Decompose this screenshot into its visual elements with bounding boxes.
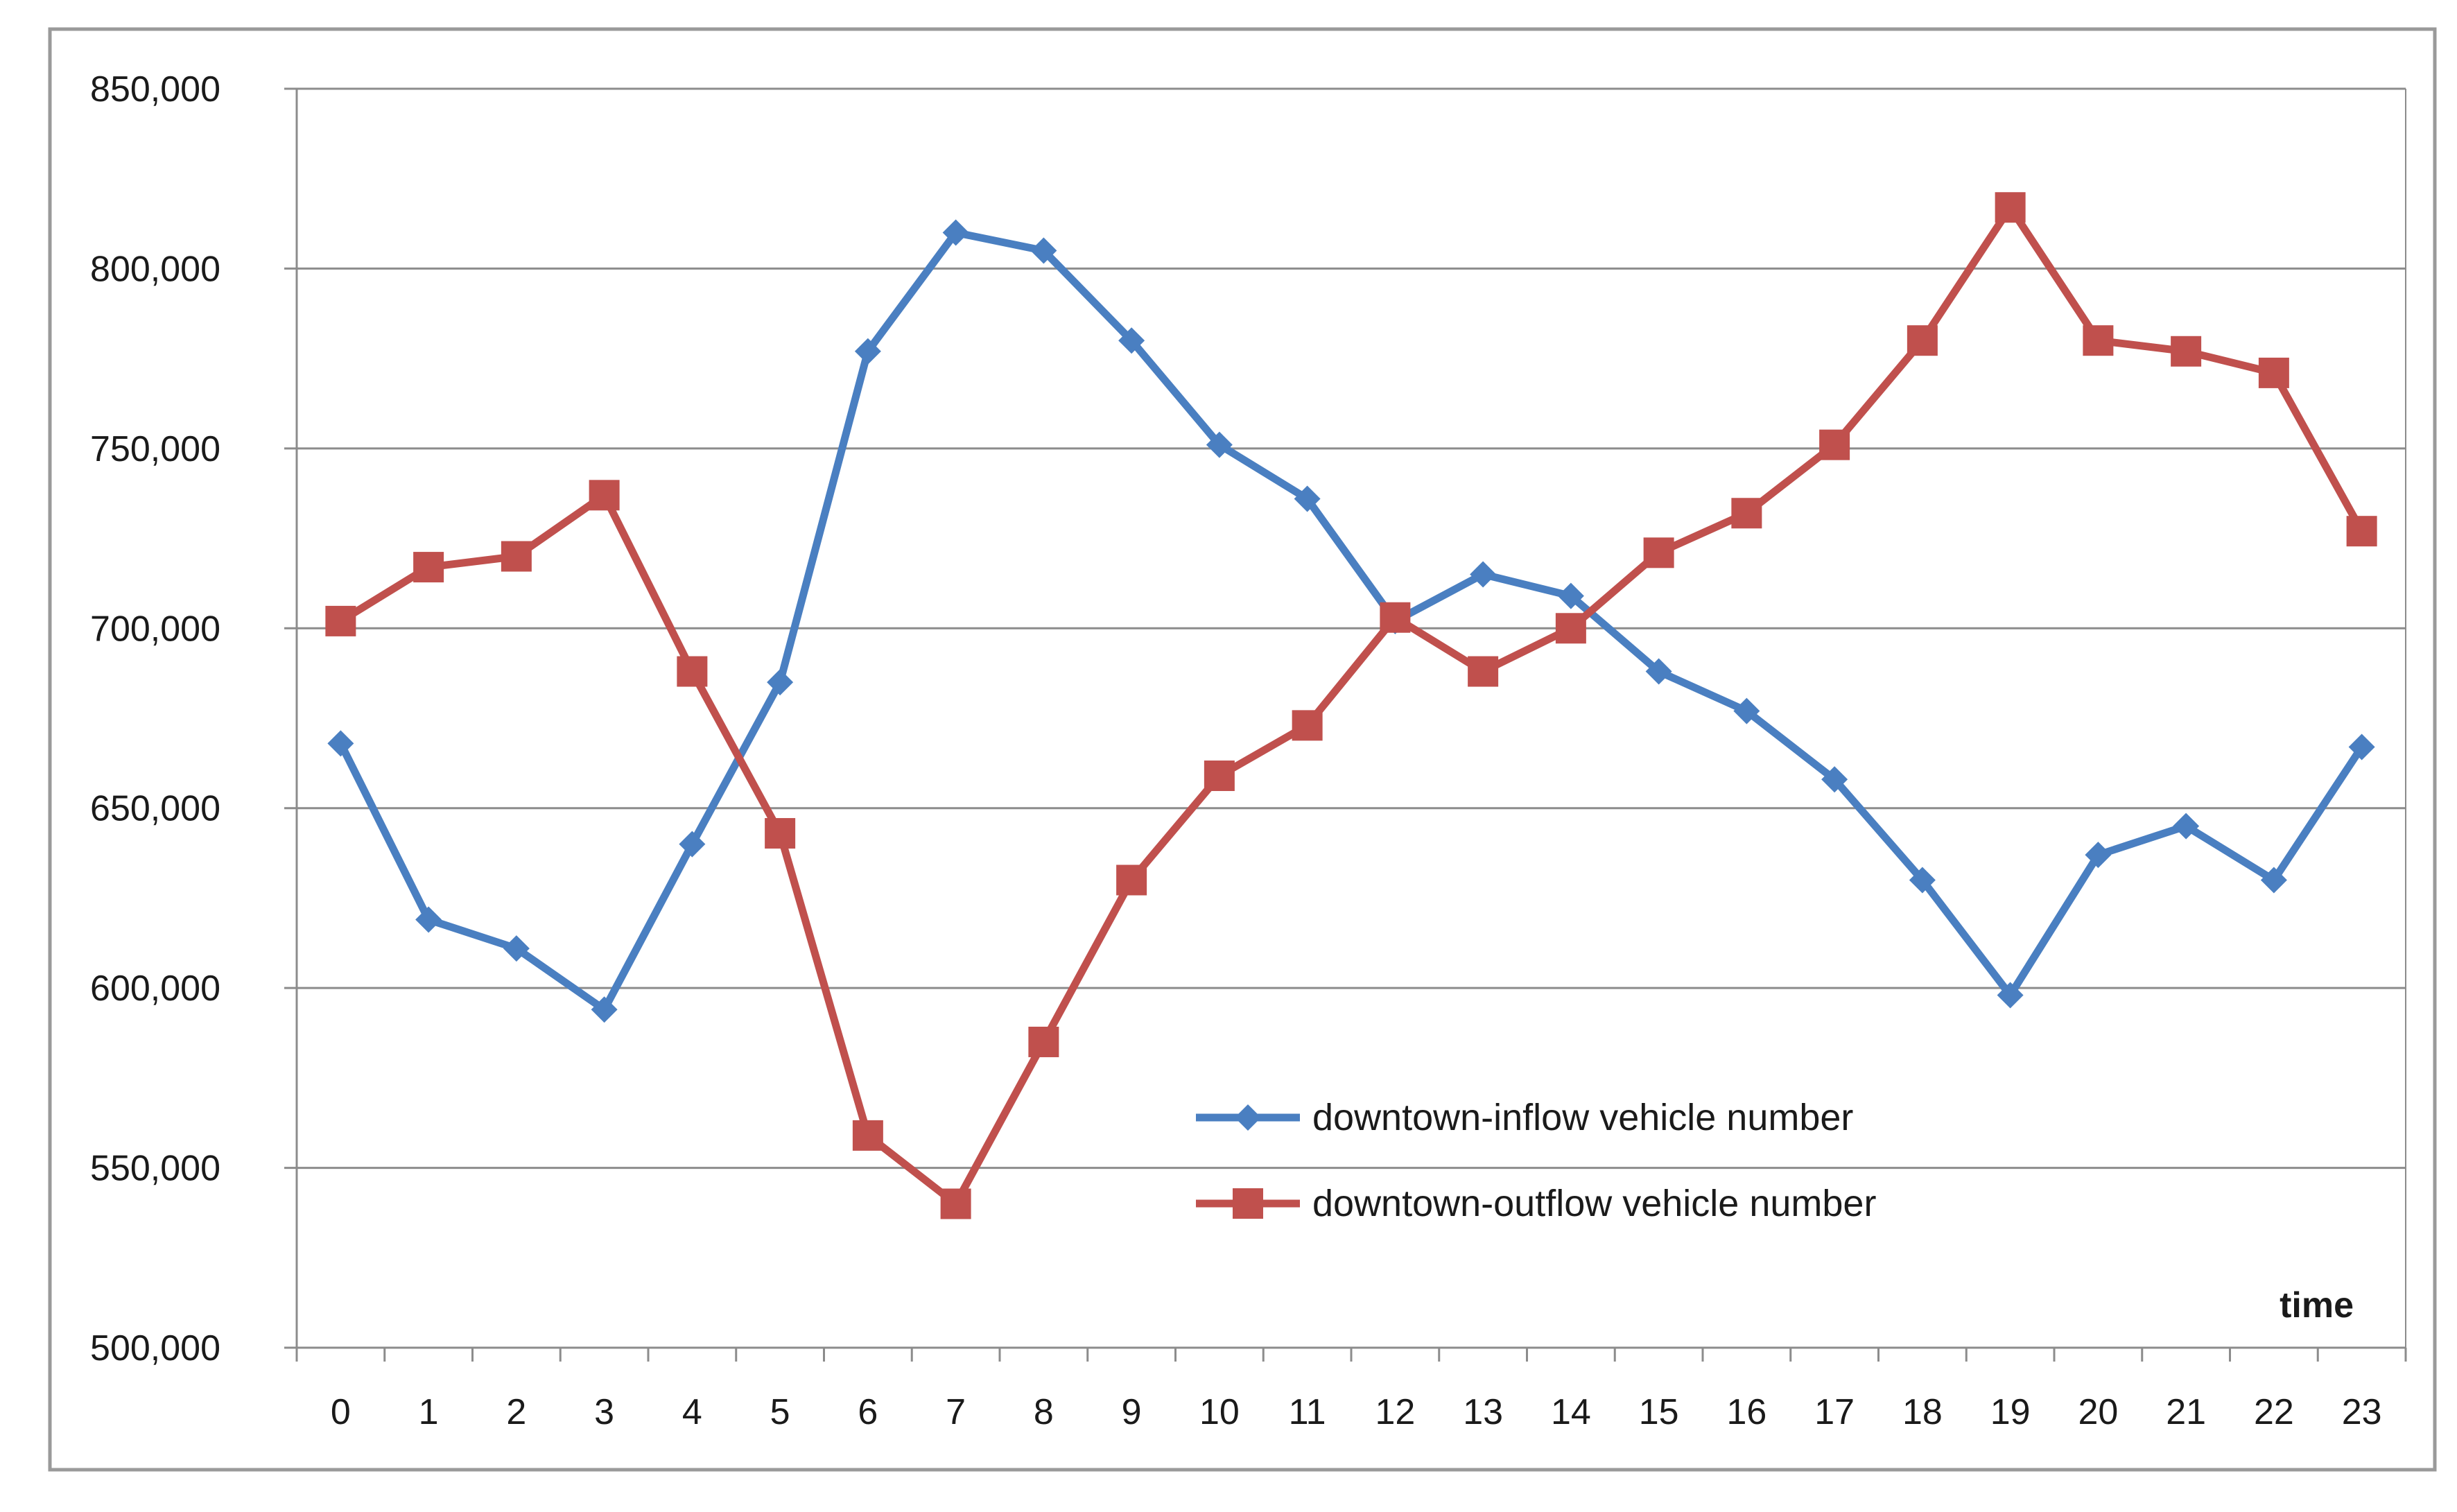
x-tick-label: 6 — [858, 1392, 878, 1432]
x-tick-label: 8 — [1034, 1392, 1054, 1432]
x-axis-tick-labels: 0 1 2 3 4 5 6 7 8 9 10 11 12 13 14 15 16 17 18 19 20 21 22 23 — [331, 1392, 2382, 1432]
data-point-square-marker — [1643, 537, 1674, 568]
data-point-square-marker — [2083, 325, 2114, 356]
data-point-square-marker — [765, 818, 796, 849]
y-tick-label: 850,000 — [90, 69, 220, 110]
x-tick-label: 4 — [682, 1392, 702, 1432]
data-point-square-marker — [325, 605, 356, 636]
x-tick-label: 5 — [770, 1392, 790, 1432]
series-line — [336, 229, 2366, 1014]
data-point-diamond-marker — [2348, 733, 2375, 761]
data-point-diamond-marker — [767, 669, 794, 696]
x-tick-label: 9 — [1122, 1392, 1142, 1432]
data-point-diamond-marker — [1645, 658, 1672, 685]
data-point-diamond-marker — [591, 996, 618, 1023]
x-tick-label: 23 — [2342, 1392, 2382, 1432]
x-tick-label: 0 — [331, 1392, 351, 1432]
data-point-diamond-marker — [1997, 982, 2024, 1009]
data-point-diamond-marker — [1030, 237, 1057, 264]
data-point-diamond-marker — [1118, 327, 1145, 354]
legend-label: downtown-outflow vehicle number — [1312, 1183, 1876, 1224]
series-line — [336, 203, 2366, 1208]
data-point-diamond-marker — [942, 219, 969, 246]
x-tick-label: 13 — [1463, 1392, 1503, 1432]
x-tick-label: 22 — [2254, 1392, 2294, 1432]
x-tick-label: 7 — [946, 1392, 966, 1432]
data-point-diamond-marker — [2173, 813, 2200, 840]
series-1 — [325, 192, 2377, 1219]
y-tick-label: 700,000 — [90, 609, 220, 649]
data-point-square-marker — [2346, 516, 2377, 547]
data-point-diamond-marker — [1909, 867, 1936, 894]
data-point-square-marker — [2258, 357, 2289, 388]
data-point-square-marker — [2171, 336, 2202, 367]
data-point-square-marker — [1233, 1188, 1263, 1219]
x-tick-label: 11 — [1289, 1392, 1326, 1432]
data-point-square-marker — [413, 552, 444, 583]
data-point-square-marker — [677, 656, 708, 687]
x-tick-label: 10 — [1199, 1392, 1240, 1432]
y-tick-label: 800,000 — [90, 249, 220, 289]
data-point-diamond-marker — [679, 831, 706, 858]
data-point-diamond-marker — [2085, 842, 2112, 869]
x-tick-label: 16 — [1726, 1392, 1766, 1432]
x-tick-label: 17 — [1814, 1392, 1855, 1432]
data-point-square-marker — [1028, 1026, 1059, 1057]
data-point-square-marker — [589, 480, 620, 511]
x-tick-label: 3 — [594, 1392, 614, 1432]
legend-item: downtown-outflow vehicle number — [1196, 1183, 1876, 1224]
y-tick-label: 500,000 — [90, 1328, 220, 1368]
data-point-square-marker — [1380, 602, 1411, 633]
x-axis-title: time — [2280, 1285, 2354, 1326]
y-tick-label: 600,000 — [90, 968, 220, 1009]
x-tick-label: 20 — [2078, 1392, 2118, 1432]
legend-item: downtown-inflow vehicle number — [1196, 1097, 1853, 1138]
data-point-square-marker — [1116, 864, 1147, 896]
data-point-diamond-marker — [1821, 766, 1848, 793]
y-tick-label: 650,000 — [90, 789, 220, 829]
data-point-diamond-marker — [1733, 697, 1760, 724]
x-tick-label: 2 — [506, 1392, 526, 1432]
x-tick-label: 15 — [1639, 1392, 1679, 1432]
data-point-diamond-marker — [415, 906, 442, 933]
data-point-square-marker — [1731, 498, 1762, 529]
legend-label: downtown-inflow vehicle number — [1312, 1097, 1853, 1138]
data-point-square-marker — [1292, 710, 1323, 741]
data-point-diamond-marker — [327, 730, 354, 757]
x-tick-label: 19 — [1990, 1392, 2031, 1432]
data-point-diamond-marker — [1470, 561, 1497, 588]
data-point-diamond-marker — [854, 338, 881, 365]
x-tick-label: 21 — [2166, 1392, 2206, 1432]
data-point-square-marker — [940, 1188, 971, 1219]
data-point-square-marker — [1204, 761, 1235, 792]
series — [325, 192, 2377, 1219]
data-point-square-marker — [1907, 325, 1938, 356]
data-point-square-marker — [1555, 613, 1586, 644]
axes — [284, 87, 2407, 1362]
data-point-square-marker — [501, 541, 532, 572]
data-point-diamond-marker — [1235, 1104, 1261, 1131]
x-tick-label: 12 — [1375, 1392, 1415, 1432]
y-tick-label: 550,000 — [90, 1149, 220, 1189]
data-point-diamond-marker — [1206, 431, 1233, 458]
y-tick-label: 750,000 — [90, 429, 220, 469]
data-point-diamond-marker — [503, 935, 530, 962]
x-tick-label: 1 — [419, 1392, 439, 1432]
y-axis-tick-labels: 500,000 550,000 600,000 650,000 700,000 750,0… — [90, 69, 220, 1368]
gridlines — [297, 87, 2406, 1170]
legend: downtown-inflow vehicle number downtown-o… — [1196, 1097, 1876, 1224]
chart-frame — [48, 27, 2437, 1472]
data-point-diamond-marker — [1557, 582, 1584, 609]
data-point-square-marker — [1819, 429, 1850, 460]
data-point-diamond-marker — [2260, 867, 2287, 894]
data-point-square-marker — [852, 1120, 883, 1151]
data-point-diamond-marker — [1294, 485, 1321, 512]
x-tick-label: 14 — [1551, 1392, 1591, 1432]
data-point-square-marker — [1468, 656, 1499, 687]
x-tick-label: 18 — [1902, 1392, 1943, 1432]
data-point-square-marker — [1995, 192, 2026, 223]
